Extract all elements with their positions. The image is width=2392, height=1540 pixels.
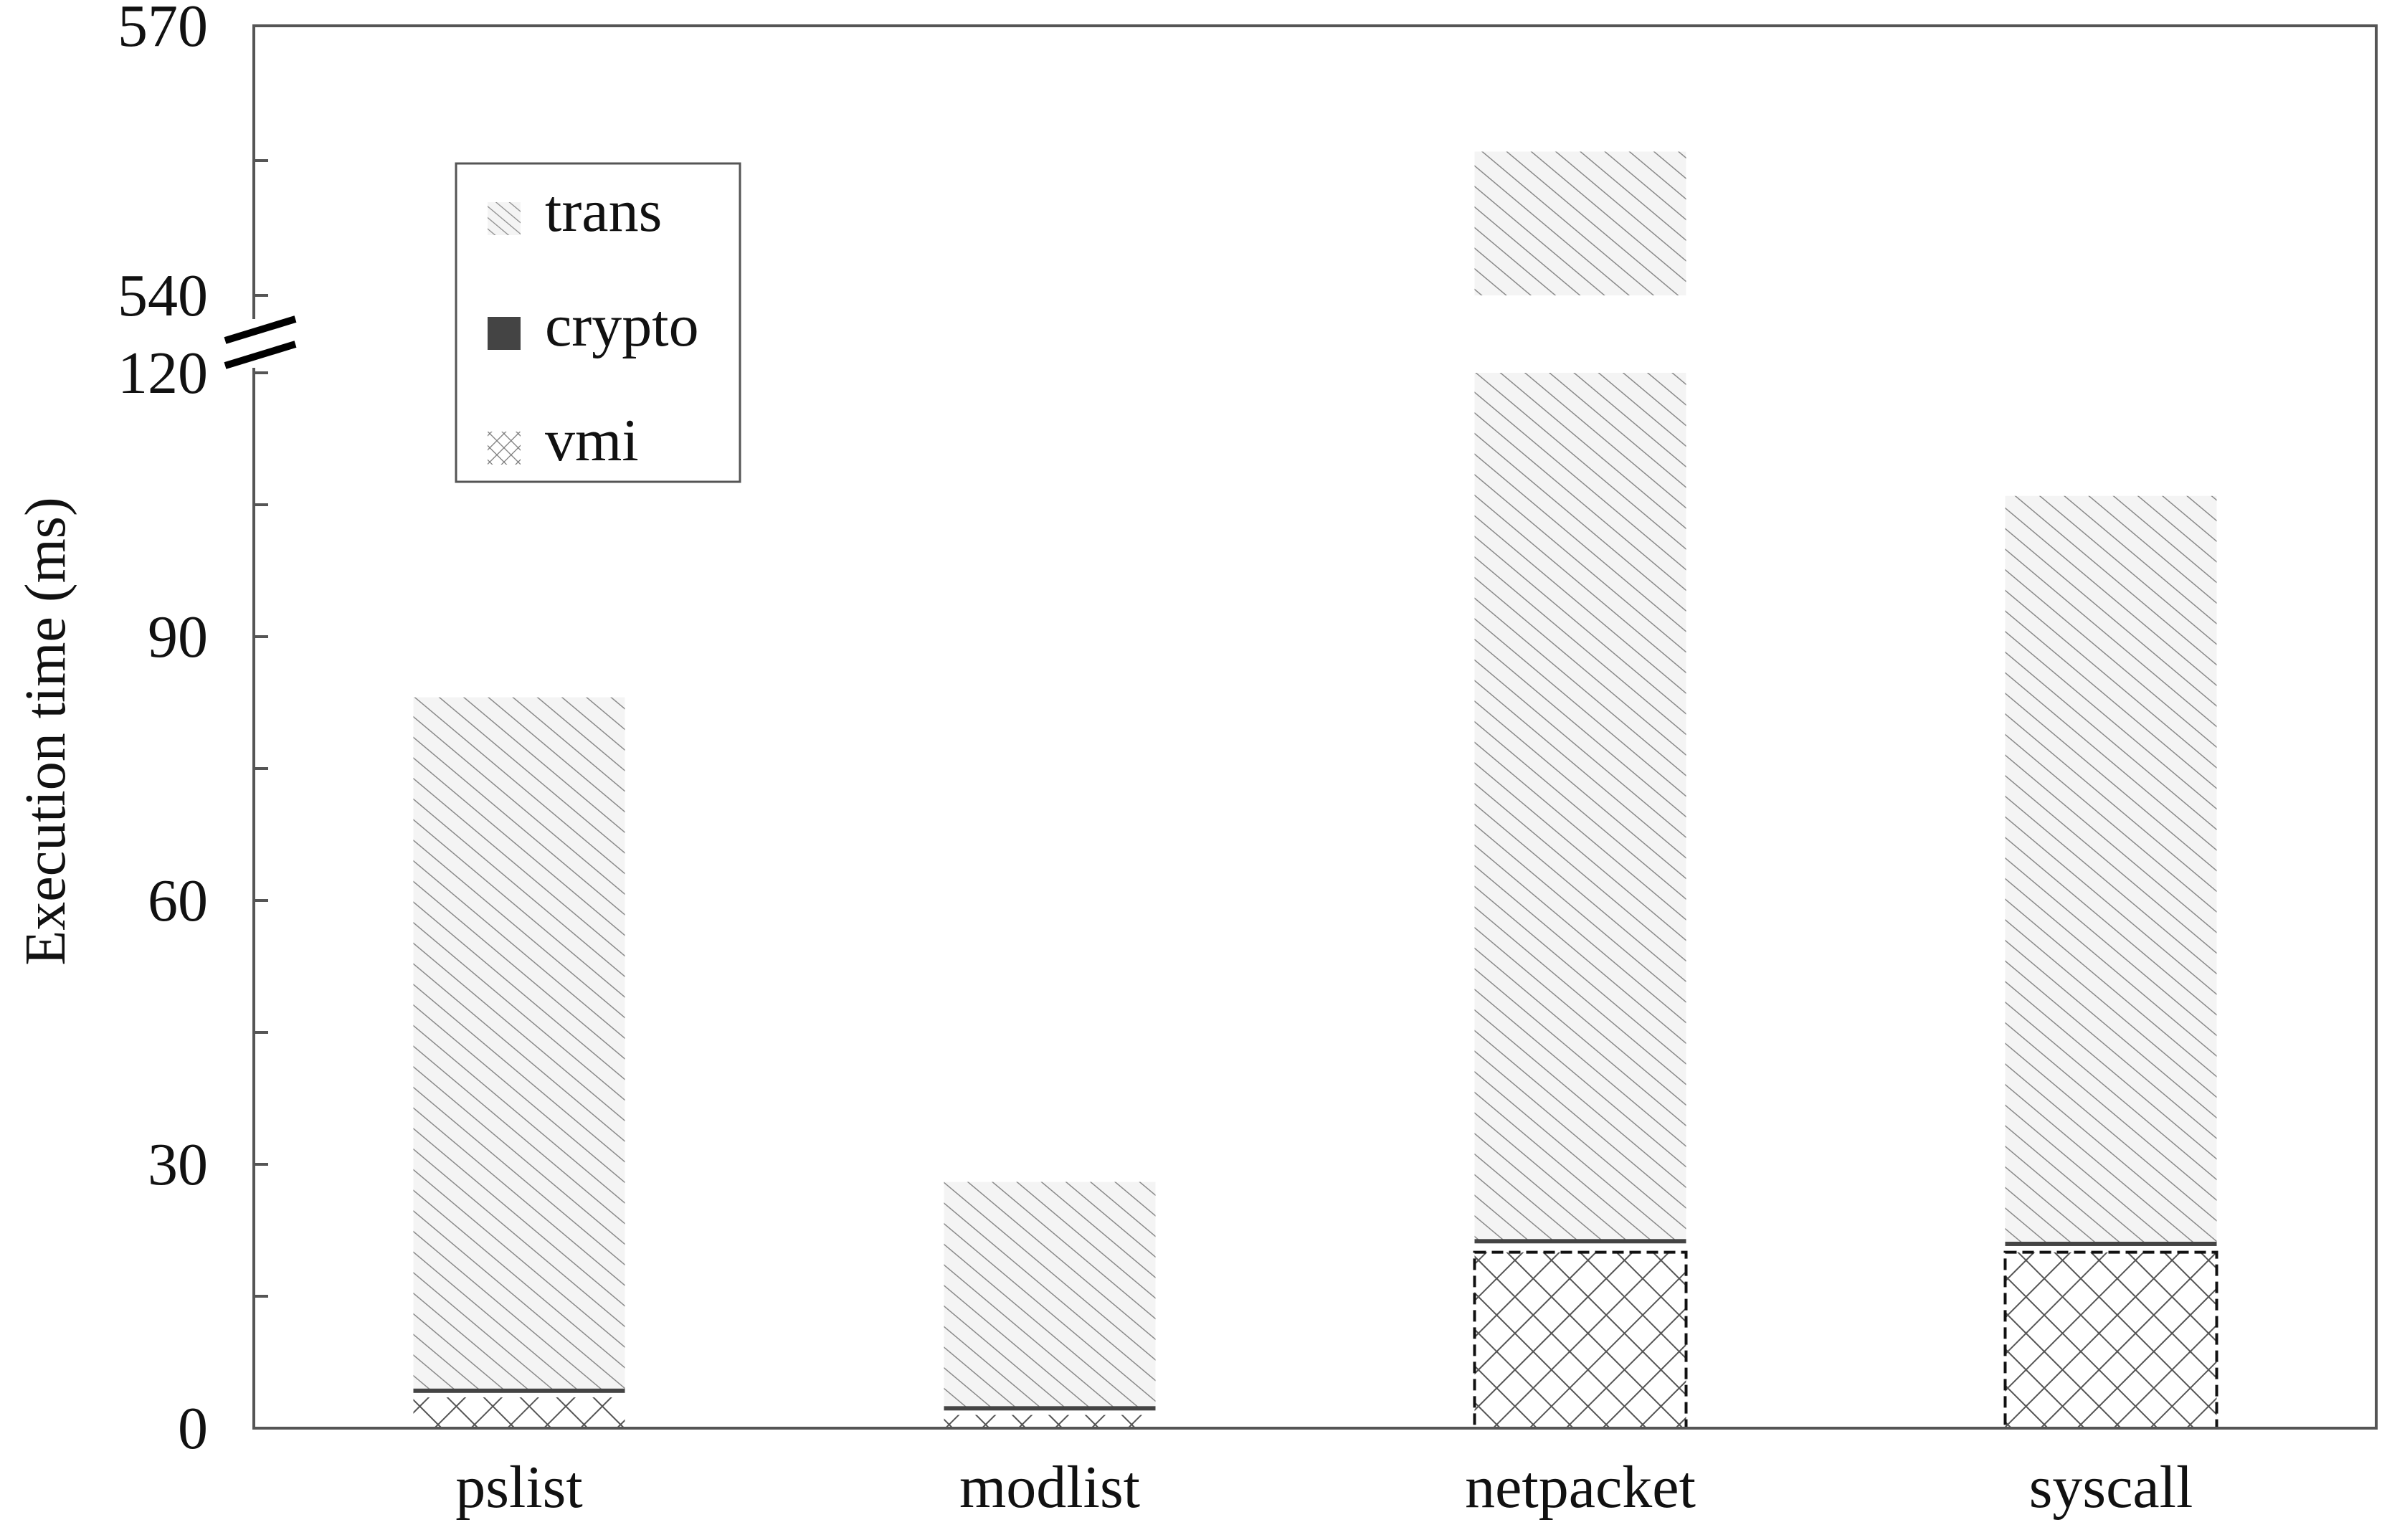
bar-trans-netpacket (1474, 151, 1686, 295)
y-tick-label: 90 (148, 604, 208, 670)
legend-swatch-trans (488, 202, 521, 235)
bar-vmi-pslist (413, 1397, 625, 1428)
y-tick-label: 570 (118, 0, 208, 60)
bar-trans-syscall (2005, 495, 2217, 1242)
y-axis: 0 30 60 90 120 540 570 (118, 0, 268, 1462)
legend-label-trans: trans (545, 178, 662, 244)
bar-vmi-modlist (944, 1415, 1156, 1428)
axis-break-marker (222, 315, 301, 369)
y-tick-label: 120 (118, 340, 208, 407)
x-tick-label: pslist (455, 1454, 582, 1521)
legend-label-crypto: crypto (545, 293, 699, 359)
y-tick-label: 540 (118, 262, 208, 329)
x-tick-label: netpacket (1465, 1454, 1696, 1521)
y-tick-label: 60 (148, 868, 208, 934)
y-tick-label: 30 (148, 1131, 208, 1198)
y-axis-title: Execution time (ms) (14, 497, 77, 965)
bar-trans-modlist (944, 1182, 1156, 1407)
bars (413, 151, 2218, 1430)
x-tick-label: modlist (959, 1454, 1140, 1521)
legend-label-vmi: vmi (545, 407, 639, 474)
x-tick-label: syscall (2029, 1454, 2193, 1521)
bar-trans-pslist (413, 697, 625, 1389)
bar-vmi-syscall (2003, 1250, 2218, 1430)
legend-swatch-crypto (488, 317, 521, 350)
x-axis: pslist modlist netpacket syscall (455, 1454, 2193, 1521)
legend-swatch-vmi (488, 432, 521, 465)
legend: trans crypto vmi (455, 162, 741, 483)
bar-trans-netpacket (1474, 373, 1686, 1240)
y-tick-label: 0 (178, 1395, 208, 1462)
bar-vmi-netpacket (1473, 1250, 1688, 1430)
plot-frame (252, 24, 2378, 1430)
